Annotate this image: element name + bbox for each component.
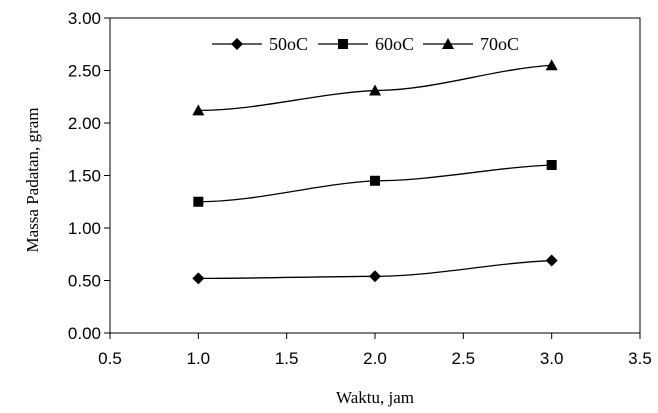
y-axis: 0.00 0.50 1.00 1.50 2.00 2.50 3.00 [68, 9, 110, 343]
legend-label: 60oC [375, 34, 414, 54]
series-50oc [192, 254, 558, 285]
legend-item: 50oC [212, 34, 308, 54]
series-60oc [193, 160, 557, 207]
x-tick-label: 2.5 [452, 349, 476, 368]
legend-label: 50oC [269, 34, 308, 54]
data-point [545, 254, 558, 267]
x-axis: 0.5 1.0 1.5 2.0 2.5 3.0 3.5 [98, 333, 652, 368]
legend-item: 60oC [318, 34, 414, 54]
y-axis-title: Massa Padatan, gram [23, 108, 42, 253]
data-point [193, 196, 204, 207]
data-point [545, 59, 558, 71]
data-point [369, 270, 381, 283]
x-tick-label: 3.0 [540, 349, 564, 368]
x-tick-label: 0.5 [98, 349, 122, 368]
data-point [369, 84, 381, 96]
y-tick-label: 1.50 [68, 167, 101, 186]
x-tick-label: 3.5 [628, 349, 652, 368]
y-tick-label: 2.50 [68, 62, 101, 81]
data-point [192, 272, 205, 285]
legend-marker [442, 38, 454, 49]
legend-item: 70oC [423, 34, 519, 54]
y-tick-label: 1.00 [68, 219, 101, 238]
y-tick-label: 2.00 [68, 114, 101, 133]
y-tick-label: 3.00 [68, 9, 101, 28]
x-tick-label: 1.5 [275, 349, 299, 368]
legend-label: 70oC [480, 34, 519, 54]
x-tick-label: 2.0 [363, 349, 387, 368]
series-70oc [192, 59, 558, 116]
data-point [546, 160, 557, 170]
data-point [370, 175, 380, 186]
x-tick-label: 1.0 [187, 349, 211, 368]
plot-area [109, 17, 641, 334]
legend-marker [338, 39, 348, 49]
legend: 50oC 60oC 70oC [212, 34, 519, 54]
legend-marker [231, 38, 243, 50]
x-axis-title: Waktu, jam [336, 388, 414, 407]
series-layer [192, 59, 558, 285]
data-point [192, 104, 205, 116]
y-tick-label: 0.00 [68, 324, 101, 343]
plot-frame [109, 17, 641, 334]
y-tick-label: 0.50 [68, 272, 101, 291]
